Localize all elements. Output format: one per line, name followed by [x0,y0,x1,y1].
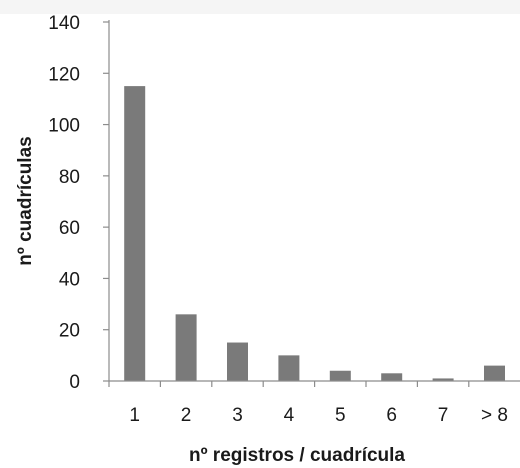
y-tick-label: 20 [59,321,80,342]
y-tick-label: 80 [59,167,80,188]
bar-5 [329,370,351,381]
x-tick-label: 6 [386,405,397,426]
x-tick-label: 1 [129,405,140,426]
bar-6 [381,373,403,381]
y-tick-label: 140 [48,13,80,34]
bar-7 [432,378,454,381]
y-tick-label: 60 [59,218,80,239]
x-tick-label: 2 [181,405,192,426]
y-tick-label: 120 [48,64,80,85]
x-axis-title: nº registros / cuadrícula [189,445,405,466]
bars [124,86,505,381]
bar-4 [278,355,300,381]
y-tick-label: 100 [48,116,80,137]
y-axis-title: nº cuadrículas [15,136,36,265]
bar-3 [227,342,248,381]
x-tick-label: > 8 [481,405,508,426]
y-tick-label: 0 [69,372,80,393]
bar-2 [175,314,197,381]
bar-1 [124,86,146,381]
top-band [0,0,520,14]
x-tick-label: 4 [284,405,295,426]
y-tick-label: 40 [59,269,80,290]
x-tick-label: 3 [232,405,243,426]
bar-8 [484,365,505,381]
x-tick-label: 7 [438,405,449,426]
y-axis-ticks: 0 20 40 60 80 100 120 140 [48,13,109,393]
x-tick-label: 5 [335,405,346,426]
x-axis-ticks: 1 2 3 4 5 6 7 > 8 [108,381,508,426]
